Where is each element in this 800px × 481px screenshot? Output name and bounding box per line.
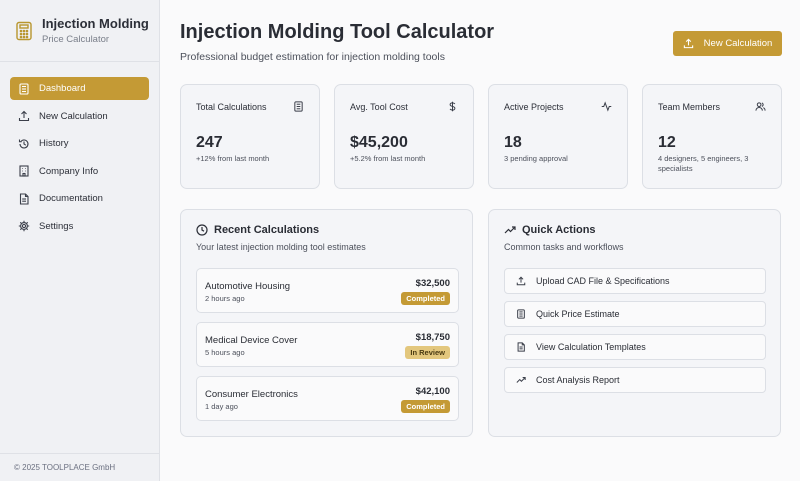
gear-icon bbox=[18, 220, 30, 232]
brand-subtitle: Price Calculator bbox=[42, 34, 110, 45]
stat-card-team-members: Team Members 12 4 designers, 5 engineers… bbox=[642, 84, 782, 189]
brand-title: Injection Molding bbox=[42, 16, 149, 31]
stat-note: +5.2% from last month bbox=[350, 154, 426, 163]
upload-icon bbox=[18, 110, 30, 122]
sidebar: Injection Molding Price Calculator Dashb… bbox=[0, 0, 160, 481]
calculation-name: Consumer Electronics bbox=[205, 389, 298, 400]
stat-value: $45,200 bbox=[350, 134, 408, 151]
upload-cad-button[interactable]: Upload CAD File & Specifications bbox=[504, 268, 766, 294]
sidebar-item-label: Company Info bbox=[39, 165, 99, 177]
brand: Injection Molding Price Calculator bbox=[0, 0, 159, 62]
calculation-price: $32,500 bbox=[415, 278, 450, 289]
main-content: Injection Molding Tool Calculator Profes… bbox=[160, 0, 800, 481]
upload-icon bbox=[683, 38, 694, 49]
clock-icon bbox=[196, 224, 208, 236]
action-label: View Calculation Templates bbox=[536, 342, 646, 352]
new-calculation-label: New Calculation bbox=[703, 38, 773, 49]
document-icon bbox=[516, 342, 526, 352]
calculation-item[interactable]: Consumer Electronics 1 day ago $42,100 C… bbox=[196, 376, 459, 421]
stat-label: Avg. Tool Cost bbox=[350, 102, 408, 112]
stat-label: Total Calculations bbox=[196, 102, 267, 112]
activity-icon bbox=[601, 101, 612, 112]
dollar-icon bbox=[447, 101, 458, 112]
stat-card-total-calculations: Total Calculations 247 +12% from last mo… bbox=[180, 84, 320, 189]
sidebar-footer: © 2025 TOOLPLACE GmbH bbox=[0, 453, 159, 481]
calculation-name: Automotive Housing bbox=[205, 281, 291, 292]
sidebar-item-label: Documentation bbox=[39, 193, 103, 204]
calculation-item[interactable]: Medical Device Cover 5 hours ago $18,750… bbox=[196, 322, 459, 367]
panel-subtitle: Your latest injection molding tool estim… bbox=[196, 242, 366, 252]
sidebar-item-label: New Calculation bbox=[39, 110, 108, 122]
stat-label: Team Members bbox=[658, 102, 721, 112]
stat-note: 3 pending approval bbox=[504, 154, 568, 163]
sidebar-item-label: Dashboard bbox=[39, 83, 86, 94]
sidebar-item-label: History bbox=[39, 138, 69, 149]
status-badge: In Review bbox=[405, 346, 450, 359]
stat-note: +12% from last month bbox=[196, 154, 270, 163]
trending-up-icon bbox=[504, 224, 516, 236]
quick-actions-panel: Quick Actions Common tasks and workflows… bbox=[488, 209, 781, 437]
history-icon bbox=[18, 138, 30, 150]
action-label: Cost Analysis Report bbox=[536, 375, 620, 385]
calculation-time: 5 hours ago bbox=[205, 348, 245, 357]
stat-card-avg-tool-cost: Avg. Tool Cost $45,200 +5.2% from last m… bbox=[334, 84, 474, 189]
calculator-icon bbox=[516, 309, 526, 319]
trending-up-icon bbox=[516, 375, 526, 385]
action-label: Quick Price Estimate bbox=[536, 309, 620, 319]
calculation-name: Medical Device Cover bbox=[205, 335, 298, 346]
stat-value: 18 bbox=[504, 134, 522, 151]
calculation-time: 1 day ago bbox=[205, 402, 238, 411]
calculator-icon bbox=[293, 101, 304, 112]
document-icon bbox=[18, 192, 30, 205]
status-badge: Completed bbox=[401, 292, 450, 305]
stat-label: Active Projects bbox=[504, 102, 564, 112]
sidebar-nav: Dashboard New Calculation History Compan… bbox=[0, 62, 159, 257]
sidebar-item-new-calculation[interactable]: New Calculation bbox=[10, 105, 149, 128]
view-templates-button[interactable]: View Calculation Templates bbox=[504, 334, 766, 360]
calculation-item[interactable]: Automotive Housing 2 hours ago $32,500 C… bbox=[196, 268, 459, 313]
panel-title: Recent Calculations bbox=[214, 224, 320, 236]
sidebar-item-label: Settings bbox=[39, 220, 74, 232]
calculation-time: 2 hours ago bbox=[205, 294, 245, 303]
recent-calculations-panel: Recent Calculations Your latest injectio… bbox=[180, 209, 473, 437]
calculator-icon bbox=[15, 21, 33, 41]
cost-analysis-report-button[interactable]: Cost Analysis Report bbox=[504, 367, 766, 393]
status-badge: Completed bbox=[401, 400, 450, 413]
panel-title: Quick Actions bbox=[522, 224, 596, 236]
panel-subtitle: Common tasks and workflows bbox=[504, 242, 624, 252]
sidebar-item-documentation[interactable]: Documentation bbox=[10, 187, 149, 210]
new-calculation-button[interactable]: New Calculation bbox=[673, 31, 782, 56]
users-icon bbox=[755, 101, 766, 112]
calculation-price: $42,100 bbox=[415, 386, 450, 397]
building-icon bbox=[18, 165, 30, 177]
stat-value: 12 bbox=[658, 134, 676, 151]
stat-note: 4 designers, 5 engineers, 3 specialists bbox=[658, 154, 749, 173]
sidebar-item-company-info[interactable]: Company Info bbox=[10, 160, 149, 183]
upload-icon bbox=[516, 276, 526, 286]
dashboard-icon bbox=[18, 82, 30, 95]
page-subtitle: Professional budget estimation for injec… bbox=[180, 51, 445, 63]
sidebar-item-settings[interactable]: Settings bbox=[10, 215, 149, 238]
sidebar-item-history[interactable]: History bbox=[10, 132, 149, 155]
action-label: Upload CAD File & Specifications bbox=[536, 276, 670, 286]
sidebar-item-dashboard[interactable]: Dashboard bbox=[10, 77, 149, 100]
page-title: Injection Molding Tool Calculator bbox=[180, 21, 495, 43]
quick-price-estimate-button[interactable]: Quick Price Estimate bbox=[504, 301, 766, 327]
stat-value: 247 bbox=[196, 134, 223, 151]
stat-card-active-projects: Active Projects 18 3 pending approval bbox=[488, 84, 628, 189]
calculation-price: $18,750 bbox=[415, 332, 450, 343]
